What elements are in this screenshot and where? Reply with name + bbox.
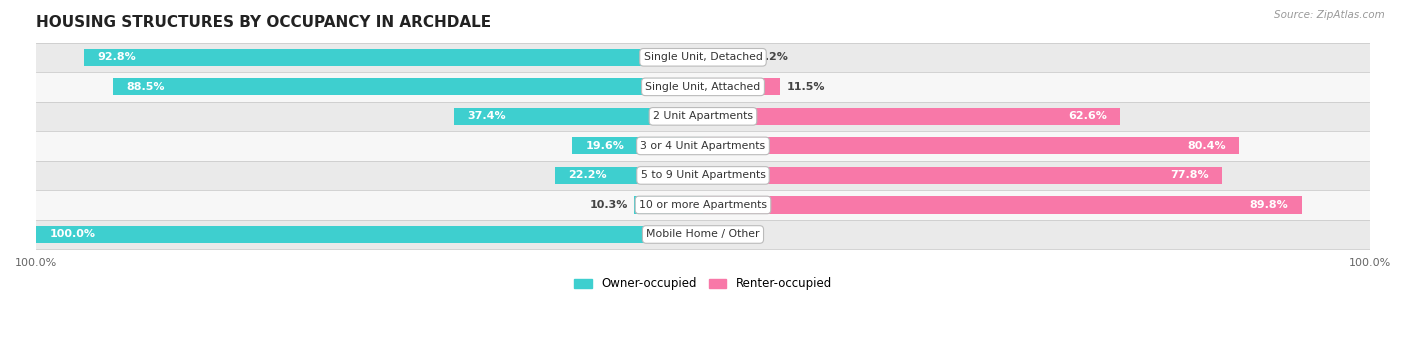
Bar — [84, 49, 703, 66]
Text: 0.0%: 0.0% — [710, 229, 741, 239]
Text: 62.6%: 62.6% — [1069, 112, 1107, 121]
Bar — [112, 78, 703, 95]
Text: 10.3%: 10.3% — [589, 200, 627, 210]
Bar — [703, 108, 1121, 125]
Bar — [37, 102, 1369, 131]
Legend: Owner-occupied, Renter-occupied: Owner-occupied, Renter-occupied — [569, 273, 837, 295]
Bar — [454, 108, 703, 125]
Bar — [555, 167, 703, 184]
Bar — [703, 196, 1302, 213]
Text: 7.2%: 7.2% — [758, 52, 789, 62]
Text: 89.8%: 89.8% — [1250, 200, 1288, 210]
Text: 10 or more Apartments: 10 or more Apartments — [638, 200, 768, 210]
Text: Single Unit, Detached: Single Unit, Detached — [644, 52, 762, 62]
Text: 37.4%: 37.4% — [467, 112, 506, 121]
Bar — [703, 49, 751, 66]
Bar — [37, 131, 1369, 161]
Text: 5 to 9 Unit Apartments: 5 to 9 Unit Apartments — [641, 170, 765, 180]
Bar — [703, 78, 780, 95]
Text: 3 or 4 Unit Apartments: 3 or 4 Unit Apartments — [641, 141, 765, 151]
Bar — [37, 161, 1369, 190]
Text: Single Unit, Attached: Single Unit, Attached — [645, 82, 761, 92]
Bar — [703, 137, 1239, 154]
Text: Mobile Home / Other: Mobile Home / Other — [647, 229, 759, 239]
Text: 80.4%: 80.4% — [1187, 141, 1226, 151]
Text: 22.2%: 22.2% — [568, 170, 607, 180]
Text: 77.8%: 77.8% — [1170, 170, 1209, 180]
Text: 92.8%: 92.8% — [97, 52, 136, 62]
Text: 19.6%: 19.6% — [586, 141, 624, 151]
Bar — [703, 167, 1222, 184]
Bar — [37, 226, 703, 243]
Text: 88.5%: 88.5% — [127, 82, 165, 92]
Text: 2 Unit Apartments: 2 Unit Apartments — [652, 112, 754, 121]
Text: HOUSING STRUCTURES BY OCCUPANCY IN ARCHDALE: HOUSING STRUCTURES BY OCCUPANCY IN ARCHD… — [37, 15, 491, 30]
Bar — [37, 43, 1369, 72]
Bar — [634, 196, 703, 213]
Text: Source: ZipAtlas.com: Source: ZipAtlas.com — [1274, 10, 1385, 20]
Bar — [37, 190, 1369, 220]
Bar — [572, 137, 703, 154]
Bar — [37, 72, 1369, 102]
Text: 11.5%: 11.5% — [786, 82, 825, 92]
Text: 100.0%: 100.0% — [49, 229, 96, 239]
Bar — [37, 220, 1369, 249]
